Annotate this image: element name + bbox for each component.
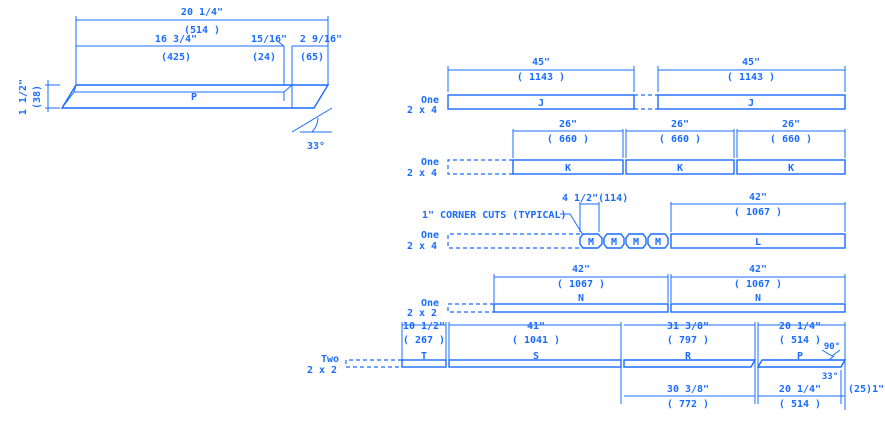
row4-part1: N xyxy=(578,293,584,304)
detail-dim-end-mm: (65) xyxy=(300,52,324,63)
row3-dim-in: 42" xyxy=(749,192,767,203)
detail-dim-height-mm: (38) xyxy=(32,85,43,109)
row2-board xyxy=(447,129,846,175)
row3-corner-note: 1" CORNER CUTS (TYPICAL) xyxy=(422,210,567,221)
detail-dim-mid-in: 15/16" xyxy=(251,34,287,45)
row5-qty: Two xyxy=(321,354,339,365)
row3-qty: One xyxy=(421,230,439,241)
row5-r-in: 31 3/8" xyxy=(667,321,709,332)
row5-bottom-p-in: 20 1/4" xyxy=(779,384,821,395)
row3-part-l: L xyxy=(755,237,761,248)
row2-qty: One xyxy=(421,157,439,168)
detail-part-p xyxy=(45,16,333,133)
detail-dim-height-in: 1 1/2" xyxy=(18,79,29,115)
row2-dim1-mm: ( 660 ) xyxy=(547,134,589,145)
detail-dim-main-mm: (425) xyxy=(161,52,191,63)
row4-dim2-in: 42" xyxy=(749,264,767,275)
row4-part2: N xyxy=(755,293,761,304)
row5-bottom-p-mm: ( 514 ) xyxy=(779,399,821,410)
row3-part-m4: M xyxy=(655,237,661,248)
row4-stock: 2 x 2 xyxy=(407,308,437,319)
row5-bottom-r-mm: ( 772 ) xyxy=(667,399,709,410)
row5-s-mm: ( 1041 ) xyxy=(512,335,560,346)
row2-part2: K xyxy=(677,163,683,174)
detail-dim-total-in: 20 1/4" xyxy=(181,7,223,18)
row4-board xyxy=(447,274,846,313)
detail-part-label: P xyxy=(191,92,197,103)
row2-dim3-in: 26" xyxy=(782,119,800,130)
row5-board xyxy=(345,322,847,410)
row3-stock: 2 x 4 xyxy=(407,241,437,252)
row5-t-in: 10 1/2" xyxy=(403,321,445,332)
row3-part-m1: M xyxy=(588,237,594,248)
row5-stock: 2 x 2 xyxy=(307,365,337,376)
row2-part3: K xyxy=(788,163,794,174)
row5-part-t: T xyxy=(421,351,427,362)
row1-dim2-in: 45" xyxy=(742,57,760,68)
row5-bottom-r-in: 30 3/8" xyxy=(667,384,709,395)
row5-t-mm: ( 267 ) xyxy=(403,335,445,346)
row3-board xyxy=(447,202,846,249)
row2-stock: 2 x 4 xyxy=(407,168,437,179)
row5-end-dim: (25)1" xyxy=(848,384,884,395)
detail-dim-main-in: 16 3/4" xyxy=(155,34,197,45)
row1-dim1-in: 45" xyxy=(532,57,550,68)
row1-part1: J xyxy=(538,98,544,109)
row1-board xyxy=(447,66,846,110)
row5-part-p: P xyxy=(797,351,803,362)
row5-part-s: S xyxy=(533,351,539,362)
detail-dim-total-mm: (514 ) xyxy=(184,25,220,36)
row1-dim1-mm: ( 1143 ) xyxy=(517,72,565,83)
row5-s-in: 41" xyxy=(527,321,545,332)
row2-dim1-in: 26" xyxy=(559,119,577,130)
row3-m-dim: 4 1/2"(114) xyxy=(562,193,628,204)
row5-angle-90: 90° xyxy=(824,342,840,352)
row1-stock: 2 x 4 xyxy=(407,105,437,116)
row4-qty: One xyxy=(421,298,439,309)
row4-dim1-in: 42" xyxy=(572,264,590,275)
row2-dim2-mm: ( 660 ) xyxy=(659,134,701,145)
row4-dim1-mm: ( 1067 ) xyxy=(557,279,605,290)
row1-part2: J xyxy=(748,98,754,109)
row1-qty: One xyxy=(421,95,439,106)
detail-dim-mid-mm: (24) xyxy=(252,52,276,63)
row5-part-r: R xyxy=(685,351,692,362)
row5-angle-33: 33° xyxy=(822,372,838,382)
row2-part1: K xyxy=(565,163,571,174)
row4-dim2-mm: ( 1067 ) xyxy=(734,279,782,290)
row3-part-m3: M xyxy=(633,237,639,248)
row5-r-mm: ( 797 ) xyxy=(667,335,709,346)
row3-part-m2: M xyxy=(611,237,617,248)
row2-dim2-in: 26" xyxy=(671,119,689,130)
row1-dim2-mm: ( 1143 ) xyxy=(727,72,775,83)
row3-dim-mm: ( 1067 ) xyxy=(734,207,782,218)
row5-p-in: 20 1/4" xyxy=(779,321,821,332)
detail-dim-end-in: 2 9/16" xyxy=(300,34,342,45)
row2-dim3-mm: ( 660 ) xyxy=(770,134,812,145)
row5-p-mm: ( 514 ) xyxy=(779,335,821,346)
detail-angle: 33° xyxy=(307,141,325,152)
